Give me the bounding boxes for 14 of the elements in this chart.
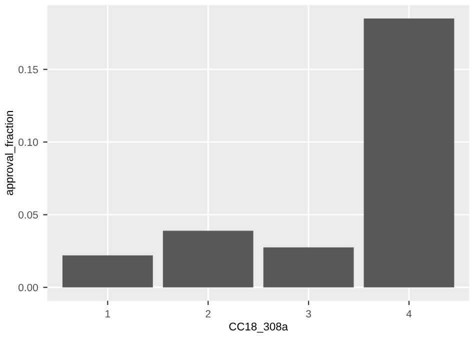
bar — [263, 247, 354, 288]
y-tick-label: 0.00 — [18, 284, 38, 292]
x-tick-label: 3 — [306, 310, 311, 318]
y-tick-label: 0.05 — [18, 211, 38, 219]
x-axis-title: CC18_308a — [229, 322, 288, 333]
bar — [364, 18, 454, 288]
y-tick-label: 0.15 — [18, 66, 38, 74]
y-axis-title: approval_fraction — [4, 111, 16, 196]
x-tick-label: 4 — [406, 310, 412, 318]
x-tick-label: 1 — [106, 310, 110, 318]
x-tick-label: 2 — [206, 310, 210, 318]
y-tick-label: 0.10 — [18, 138, 38, 146]
bar — [162, 230, 254, 288]
bar — [62, 255, 153, 288]
